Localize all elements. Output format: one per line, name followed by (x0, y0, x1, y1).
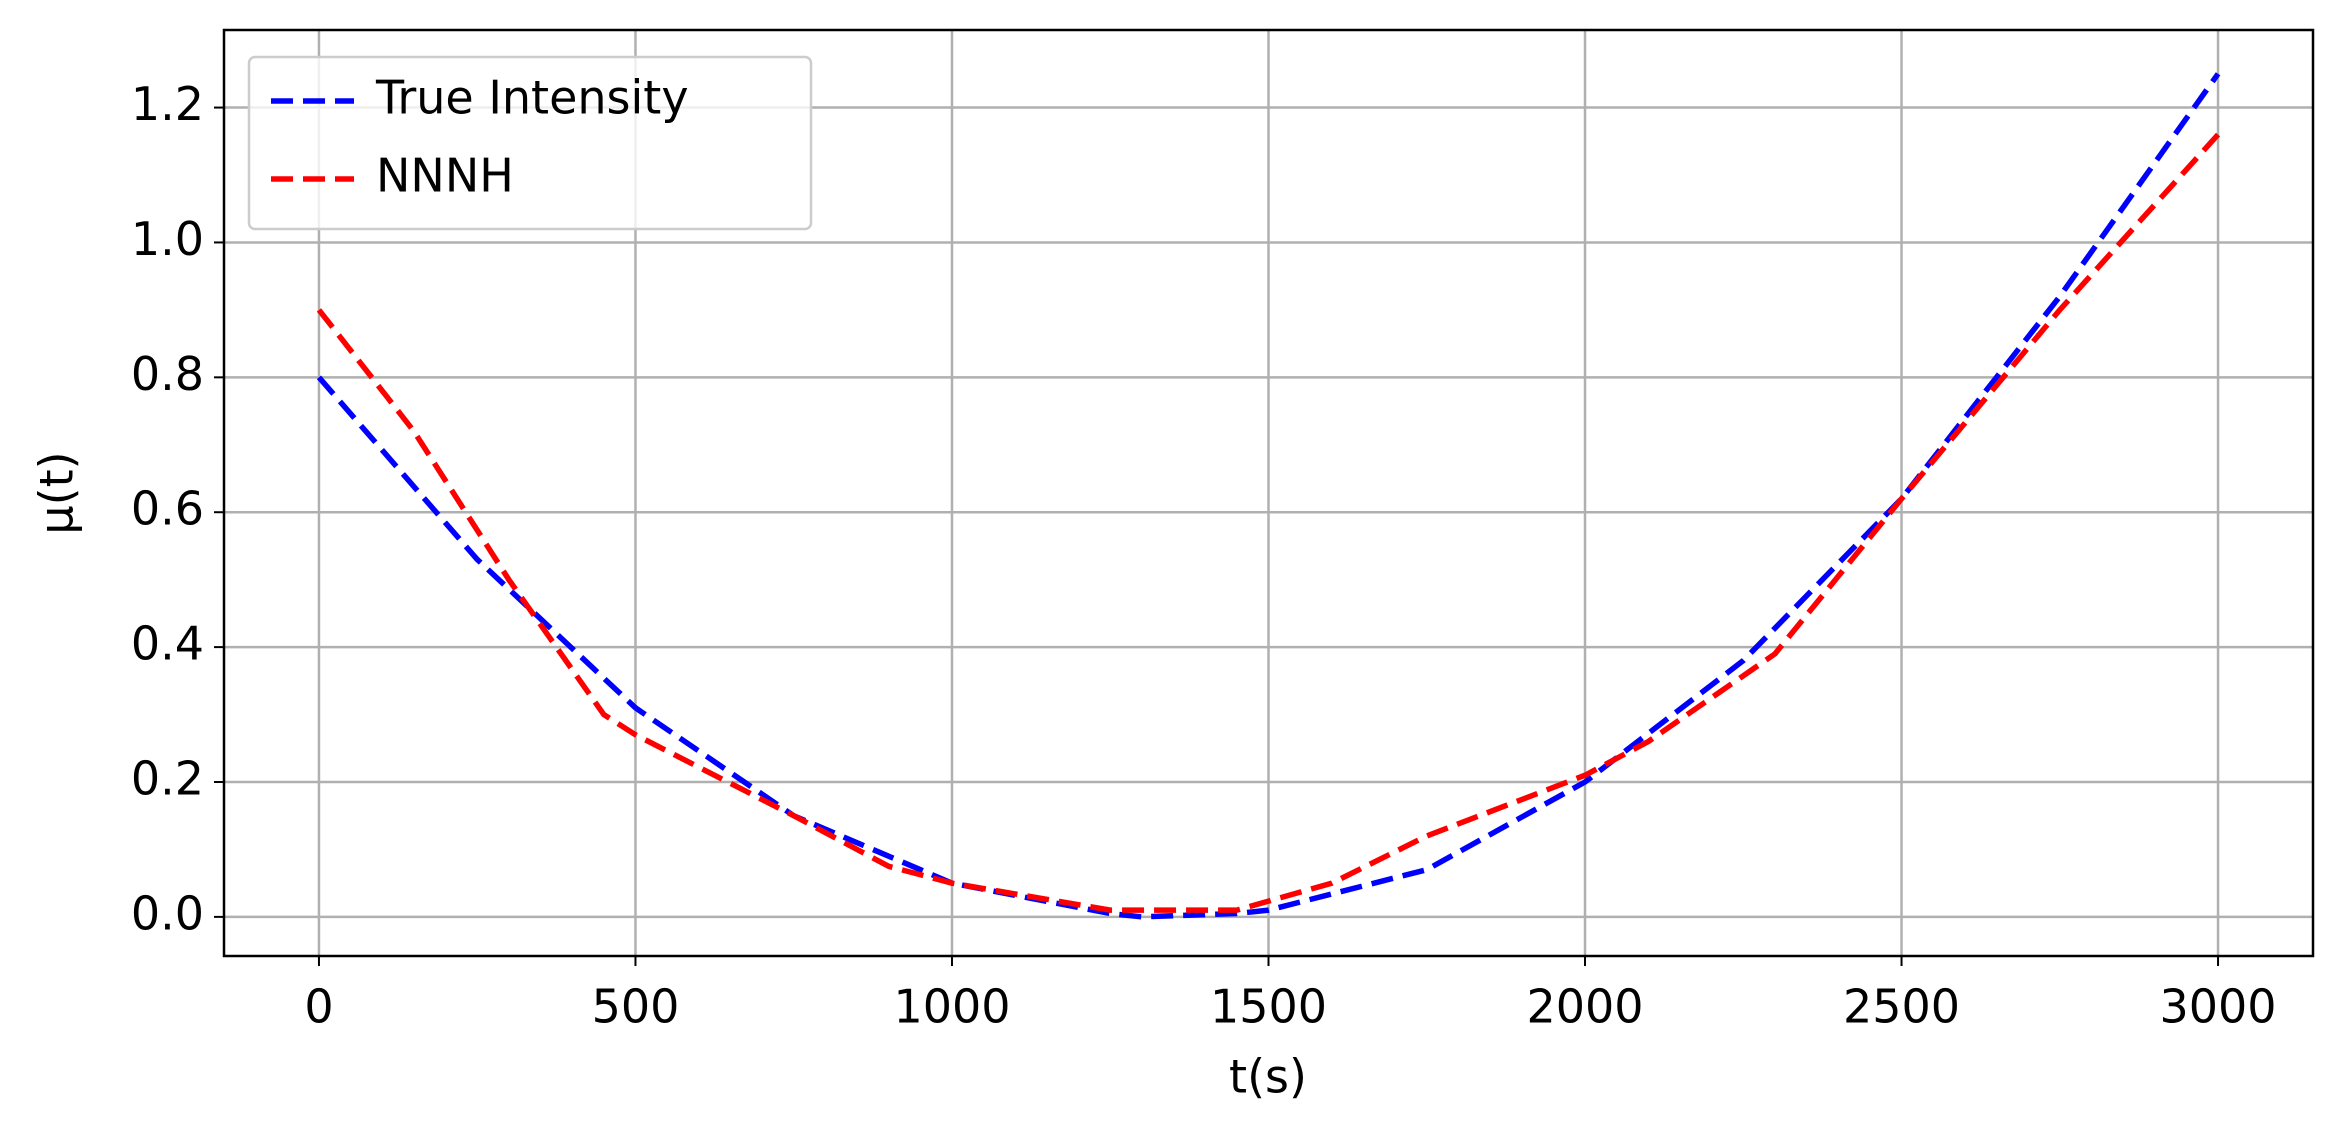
x-tick-label: 2000 (1526, 980, 1643, 1034)
y-tick-label: 0.2 (131, 751, 204, 805)
legend-label: NNNH (376, 149, 514, 203)
y-tick-label: 0.6 (131, 482, 204, 536)
x-tick-label: 3000 (2160, 980, 2277, 1034)
plot-frame (222, 28, 2315, 958)
x-tick-label: 1000 (893, 980, 1010, 1034)
legend-label: True Intensity (375, 71, 689, 125)
x-tick-label: 0 (304, 980, 333, 1034)
data-line (316, 132, 2221, 913)
x-tick-label: 1500 (1210, 980, 1327, 1034)
x-axis-label: t(s) (1229, 1050, 1307, 1104)
data-line (316, 72, 2221, 920)
legend-box (247, 55, 813, 231)
y-tick-label: 0.0 (131, 886, 204, 940)
y-tick-label: 0.4 (131, 617, 204, 671)
y-axis-label: μ(t) (30, 451, 84, 534)
x-tick-label: 2500 (1843, 980, 1960, 1034)
y-tick-label: 1.0 (131, 212, 204, 266)
y-tick-label: 1.2 (131, 77, 204, 131)
x-tick-label: 500 (592, 980, 680, 1034)
y-tick-label: 0.8 (131, 347, 204, 401)
